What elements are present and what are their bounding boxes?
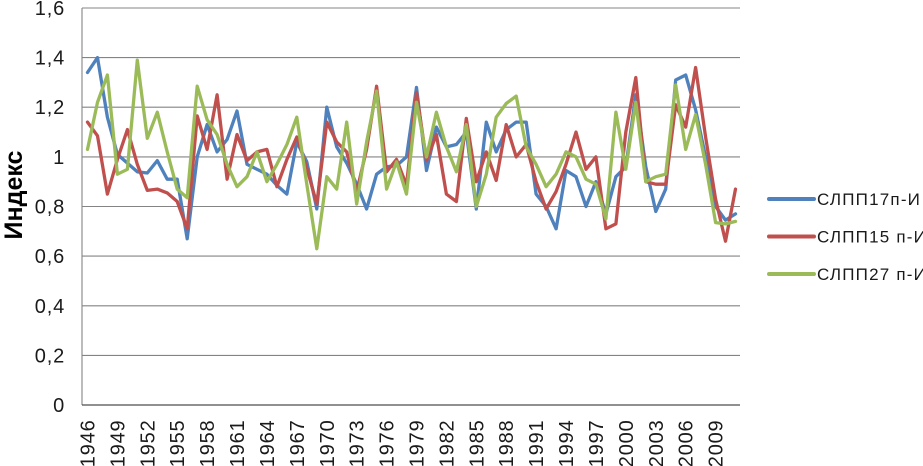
svg-text:1,4: 1,4 [35,48,65,70]
svg-text:1979: 1979 [407,420,429,466]
svg-text:0,4: 0,4 [35,296,65,318]
svg-text:1988: 1988 [496,420,518,466]
svg-text:1970: 1970 [317,420,339,466]
svg-text:1961: 1961 [227,420,249,466]
svg-text:0,2: 0,2 [35,345,65,367]
svg-text:1,2: 1,2 [35,97,65,119]
svg-text:1967: 1967 [287,420,309,466]
svg-text:0: 0 [53,395,65,417]
svg-text:1,6: 1,6 [35,0,65,20]
svg-text:1958: 1958 [197,420,219,466]
svg-text:2009: 2009 [706,420,728,466]
svg-text:1991: 1991 [526,420,548,466]
svg-text:1964: 1964 [257,420,279,466]
svg-text:1949: 1949 [107,420,129,466]
svg-text:2006: 2006 [676,420,698,466]
svg-text:1982: 1982 [436,420,458,466]
svg-text:1955: 1955 [167,420,189,466]
svg-text:СЛПП15 п-И: СЛПП15 п-И [817,228,923,247]
svg-text:1985: 1985 [466,420,488,466]
svg-text:1994: 1994 [556,420,578,466]
svg-text:1952: 1952 [137,420,159,466]
svg-text:Индекс: Индекс [0,150,28,239]
svg-text:2000: 2000 [616,420,638,466]
svg-text:1: 1 [53,147,65,169]
svg-text:0,6: 0,6 [35,246,65,268]
svg-text:СЛПП17п-И: СЛПП17п-И [817,190,921,209]
svg-text:1976: 1976 [377,420,399,466]
svg-text:1946: 1946 [78,420,100,466]
svg-text:1973: 1973 [347,420,369,466]
svg-text:СЛПП27 п-И: СЛПП27 п-И [817,265,923,284]
svg-text:1997: 1997 [586,420,608,466]
svg-text:0,8: 0,8 [35,197,65,219]
svg-text:2003: 2003 [646,420,668,466]
